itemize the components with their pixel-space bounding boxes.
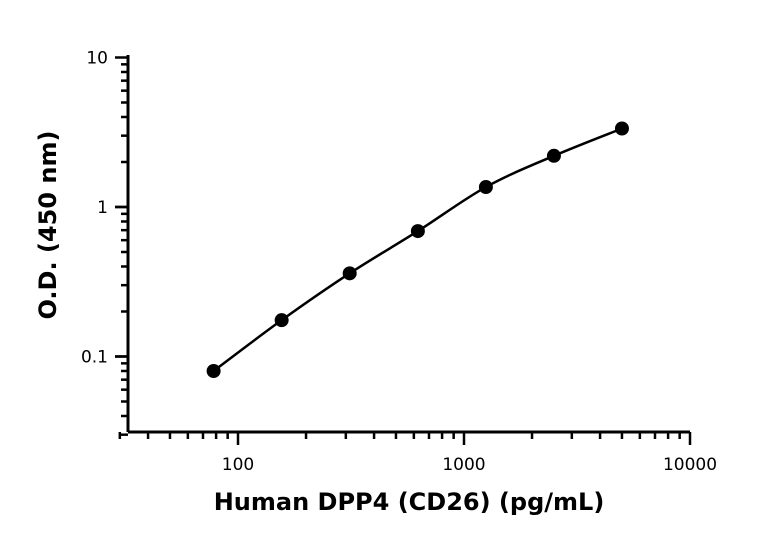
y-tick-label: 0.1 (81, 348, 108, 368)
data-point (206, 363, 221, 378)
y-ticks: 0.1 1 10 (81, 49, 128, 436)
data-point (614, 121, 629, 136)
x-tick-label: 1000 (442, 455, 485, 475)
x-tick-label: 10000 (663, 455, 717, 475)
data-point (546, 148, 561, 163)
data-point (478, 180, 493, 195)
y-tick-label: 10 (86, 49, 108, 69)
y-axis: 0.1 1 10 (81, 49, 130, 436)
x-ticks: 100 1000 10000 (118, 432, 717, 475)
data-points (206, 121, 629, 378)
data-point (342, 266, 357, 281)
y-tick-label: 1 (97, 198, 108, 218)
fit-curve (212, 127, 623, 372)
x-axis: 100 1000 10000 (118, 430, 717, 475)
x-axis-title: Human DPP4 (CD26) (pg/mL) (214, 488, 605, 516)
x-tick-label: 100 (222, 455, 254, 475)
data-point (274, 313, 289, 328)
data-point (410, 224, 425, 239)
y-axis-title: O.D. (450 nm) (34, 131, 62, 320)
